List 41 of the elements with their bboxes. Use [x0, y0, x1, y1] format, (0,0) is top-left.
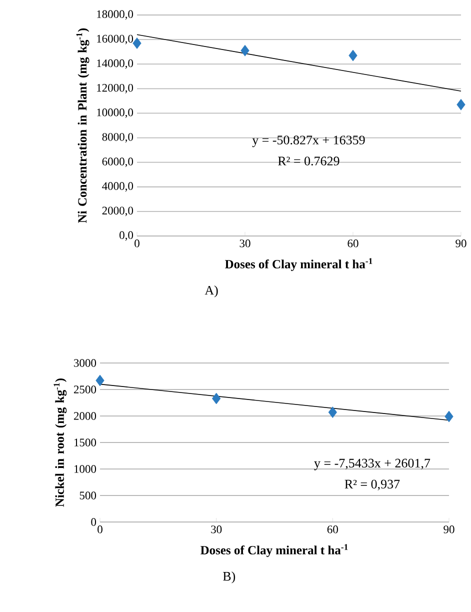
y-tick-label: 6000,0: [102, 158, 134, 168]
x-tick-label: 60: [327, 526, 338, 534]
y-tick-label: 0,0: [120, 231, 134, 241]
text: B): [223, 572, 236, 584]
y-tick-label: 2500: [74, 386, 96, 394]
annotation: y = -7,5433x + 2601,7: [314, 458, 430, 470]
y-tick-label: 1500: [74, 438, 96, 446]
x-tick-label: 90: [456, 240, 466, 248]
y-tick-label: 18000,0: [97, 10, 134, 20]
text: A): [204, 286, 218, 298]
point: [240, 44, 250, 56]
y-tick-label: 1000: [74, 465, 96, 473]
y-axis-title: Nickel in root (mg kg$^{-1}$): [54, 378, 67, 507]
x-tick-label: 0: [134, 240, 140, 248]
y-tick-label: 14000,0: [97, 59, 134, 69]
point: [444, 410, 454, 422]
point: [328, 406, 337, 418]
y-tick-label: 12000,0: [97, 84, 134, 94]
y-tick-label: 2000,0: [102, 206, 134, 216]
y-tick-label: 16000,0: [97, 34, 134, 44]
y-tick-label: 4000,0: [102, 182, 134, 192]
y-tick-label: 8000,0: [102, 133, 134, 142]
x-axis-title: Doses of Clay mineral t ha$^{-1}$: [200, 544, 348, 557]
x-tick-label: 30: [240, 240, 250, 248]
y-axis-title: Ni Concentration in Plant (mg kg$^{-1}$): [76, 28, 90, 223]
x-tick-label: 60: [348, 240, 358, 248]
x-axis-title: Doses of Clay mineral t ha$^{-1}$: [225, 258, 372, 271]
point: [96, 374, 104, 386]
y-tick-label: 10000,0: [97, 108, 134, 118]
y-tick-label: 0: [91, 518, 96, 526]
point: [212, 392, 221, 404]
annotation: y = -50.827x + 16359: [252, 136, 365, 148]
point: [132, 38, 142, 49]
annotation: R² = 0,937: [344, 480, 400, 490]
point: [348, 50, 358, 62]
y-tick-label: 500: [80, 492, 96, 500]
annotation: R² = 0.7629: [278, 156, 340, 166]
x-tick-label: 90: [444, 526, 454, 534]
y-tick-label: 2000: [74, 412, 96, 420]
y-tick-label: 3000: [74, 359, 96, 367]
x-tick-label: 30: [211, 526, 222, 534]
